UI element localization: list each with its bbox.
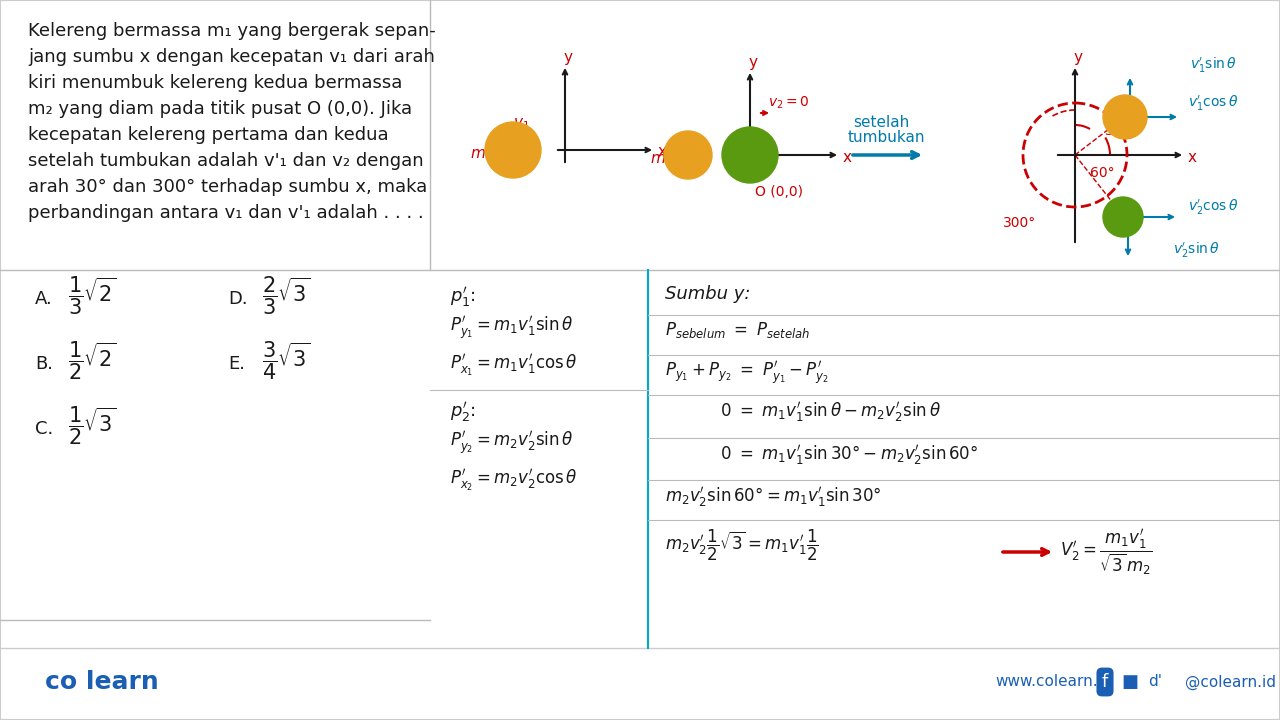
- Text: y: y: [1074, 50, 1083, 65]
- Text: kecepatan kelereng pertama dan kedua: kecepatan kelereng pertama dan kedua: [28, 126, 389, 144]
- Text: $\dfrac{1}{2}\sqrt{3}$: $\dfrac{1}{2}\sqrt{3}$: [68, 405, 116, 447]
- Text: f: f: [1102, 673, 1108, 691]
- Text: $m_2$: $m_2$: [650, 152, 672, 168]
- Text: 60°: 60°: [1091, 166, 1115, 180]
- Text: $p_2'$:: $p_2'$:: [451, 400, 476, 424]
- Text: $\dfrac{1}{3}\sqrt{2}$: $\dfrac{1}{3}\sqrt{2}$: [68, 275, 116, 318]
- Text: $v_1'\sin\theta$: $v_1'\sin\theta$: [1190, 55, 1238, 75]
- Text: www.colearn.id: www.colearn.id: [995, 675, 1111, 690]
- Text: O (0,0): O (0,0): [755, 185, 803, 199]
- Text: $m_2 v_2' \dfrac{1}{2}\sqrt{3} = m_1 v_1' \dfrac{1}{2}$: $m_2 v_2' \dfrac{1}{2}\sqrt{3} = m_1 v_1…: [666, 528, 819, 563]
- Text: $m_1$: $m_1$: [470, 147, 493, 163]
- Text: $v_2'\cos\theta$: $v_2'\cos\theta$: [1188, 197, 1239, 217]
- Text: E.: E.: [228, 355, 244, 373]
- Text: kiri menumbuk kelereng kedua bermassa: kiri menumbuk kelereng kedua bermassa: [28, 74, 402, 92]
- Circle shape: [664, 131, 712, 179]
- Text: x: x: [1188, 150, 1197, 164]
- Text: $v_2'\sin\theta$: $v_2'\sin\theta$: [1172, 240, 1220, 260]
- Text: $P_{y_2}' = m_2 v_2' \sin\theta$: $P_{y_2}' = m_2 v_2' \sin\theta$: [451, 430, 573, 457]
- Text: $v_1'\cos\theta$: $v_1'\cos\theta$: [1188, 94, 1239, 112]
- Text: 300°: 300°: [1004, 216, 1037, 230]
- Text: $\dfrac{2}{3}\sqrt{3}$: $\dfrac{2}{3}\sqrt{3}$: [262, 275, 311, 318]
- Text: $P_{y_1} + P_{y_2}\ =\ P_{y_1}' - P_{y_2}'$: $P_{y_1} + P_{y_2}\ =\ P_{y_1}' - P_{y_2…: [666, 360, 829, 387]
- Text: D.: D.: [228, 290, 247, 308]
- Text: m₂ yang diam pada titik pusat O (0,0). Jika: m₂ yang diam pada titik pusat O (0,0). J…: [28, 100, 412, 118]
- Text: x: x: [658, 145, 667, 160]
- Text: d': d': [1148, 675, 1162, 690]
- Text: $V_2' = \dfrac{m_1 v_1'}{\sqrt{3}\, m_2}$: $V_2' = \dfrac{m_1 v_1'}{\sqrt{3}\, m_2}…: [1060, 528, 1153, 578]
- Text: $0\ =\ m_1 v_1' \sin\theta - m_2 v_2' \sin\theta$: $0\ =\ m_1 v_1' \sin\theta - m_2 v_2' \s…: [719, 400, 941, 424]
- Text: $P_{x_1}' = m_1 v_1' \cos\theta$: $P_{x_1}' = m_1 v_1' \cos\theta$: [451, 353, 577, 379]
- Text: 30°: 30°: [1105, 124, 1129, 138]
- Text: jang sumbu x dengan kecepatan v₁ dari arah: jang sumbu x dengan kecepatan v₁ dari ar…: [28, 48, 435, 66]
- Text: perbandingan antara v₁ dan v'₁ adalah . . . .: perbandingan antara v₁ dan v'₁ adalah . …: [28, 204, 424, 222]
- Text: y: y: [749, 55, 758, 70]
- Text: x: x: [844, 150, 852, 164]
- Text: C.: C.: [35, 420, 54, 438]
- Text: $P_{y_1}' = m_1 v_1' \sin\theta$: $P_{y_1}' = m_1 v_1' \sin\theta$: [451, 315, 573, 342]
- Text: tumbukan: tumbukan: [849, 130, 925, 145]
- Text: setelah: setelah: [852, 115, 909, 130]
- Text: Kelereng bermassa m₁ yang bergerak sepan-: Kelereng bermassa m₁ yang bergerak sepan…: [28, 22, 435, 40]
- Text: $m_2 v_2' \sin 60° = m_1 v_1' \sin 30°$: $m_2 v_2' \sin 60° = m_1 v_1' \sin 30°$: [666, 485, 882, 509]
- Text: $P_{sebelum}\ =\ P_{setelah}$: $P_{sebelum}\ =\ P_{setelah}$: [666, 320, 810, 340]
- Text: co learn: co learn: [45, 670, 159, 694]
- Circle shape: [485, 122, 541, 178]
- Circle shape: [1103, 95, 1147, 139]
- Text: setelah tumbukan adalah v'₁ dan v₂ dengan: setelah tumbukan adalah v'₁ dan v₂ denga…: [28, 152, 424, 170]
- Text: A.: A.: [35, 290, 52, 308]
- Text: $P_{x_2}' = m_2 v_2' \cos\theta$: $P_{x_2}' = m_2 v_2' \cos\theta$: [451, 468, 577, 494]
- Text: $0\ =\ m_1 v_1' \sin 30° - m_2 v_2' \sin 60°$: $0\ =\ m_1 v_1' \sin 30° - m_2 v_2' \sin…: [719, 443, 978, 467]
- Text: arah 30° dan 300° terhadap sumbu x, maka: arah 30° dan 300° terhadap sumbu x, maka: [28, 178, 428, 196]
- Text: $v_2=0$: $v_2=0$: [768, 95, 810, 111]
- Circle shape: [722, 127, 778, 183]
- Text: $\dfrac{1}{2}\sqrt{2}$: $\dfrac{1}{2}\sqrt{2}$: [68, 340, 116, 382]
- Text: ■: ■: [1121, 673, 1138, 691]
- Text: $\dfrac{3}{4}\sqrt{3}$: $\dfrac{3}{4}\sqrt{3}$: [262, 340, 311, 382]
- Text: @colearn.id: @colearn.id: [1185, 675, 1276, 690]
- Text: Sumbu y:: Sumbu y:: [666, 285, 750, 303]
- Text: B.: B.: [35, 355, 52, 373]
- Circle shape: [1103, 197, 1143, 237]
- Text: $v_1$: $v_1$: [513, 117, 530, 132]
- Text: y: y: [563, 50, 572, 65]
- Text: $p_1'$:: $p_1'$:: [451, 285, 476, 309]
